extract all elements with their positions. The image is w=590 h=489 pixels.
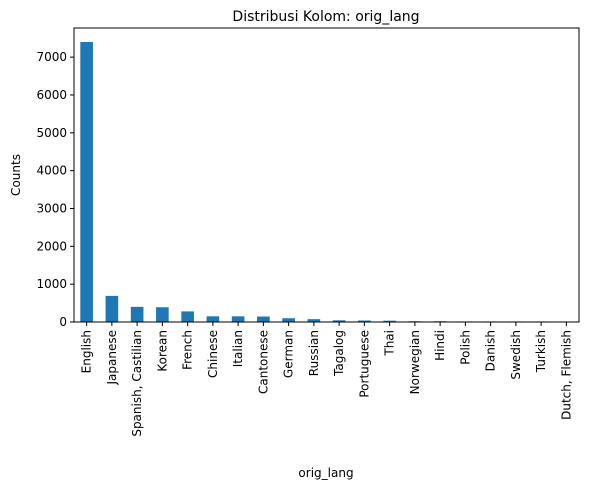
bars (80, 42, 572, 322)
x-tick-label: Norwegian (408, 330, 422, 394)
bar-german (282, 318, 295, 322)
y-tick-label: 1000 (36, 277, 67, 291)
y-tick-label: 7000 (36, 50, 67, 64)
x-tick-label: Thai (383, 330, 397, 357)
plot-frame (74, 28, 579, 322)
bar-japanese (106, 296, 119, 322)
x-tick-label: Turkish (534, 330, 548, 373)
x-tick-label: Polish (458, 330, 472, 365)
bar-korean (156, 307, 169, 322)
x-axis-label: orig_lang (298, 466, 353, 480)
bar-spanish-castilian (131, 307, 144, 322)
y-axis-label: Counts (9, 154, 23, 196)
y-axis-ticks: 0 1000 2000 3000 4000 5000 6000 7000 (36, 50, 74, 329)
y-tick-label: 4000 (36, 164, 67, 178)
x-tick-label: Chinese (206, 330, 220, 378)
y-tick-label: 2000 (36, 239, 67, 253)
x-tick-label: Portuguese (357, 330, 371, 398)
x-tick-label: Russian (307, 330, 321, 376)
x-tick-label: Danish (484, 330, 498, 371)
chart-title: Distribusi Kolom: orig_lang (232, 9, 419, 25)
bar-french (181, 311, 194, 322)
x-tick-label: Dutch, Flemish (559, 330, 573, 420)
x-tick-label: Italian (231, 330, 245, 367)
x-tick-label: German (282, 330, 296, 378)
bar-english (80, 42, 93, 322)
x-tick-label: Cantonese (256, 330, 270, 394)
y-tick-label: 0 (59, 315, 67, 329)
x-tick-label: Spanish, Castilian (130, 330, 144, 437)
bar-chinese (207, 316, 220, 322)
x-tick-label: Japanese (105, 330, 119, 386)
x-tick-label: Tagalog (332, 330, 346, 377)
y-tick-label: 3000 (36, 201, 67, 215)
x-tick-label: French (181, 330, 195, 370)
y-tick-label: 6000 (36, 88, 67, 102)
y-tick-label: 5000 (36, 126, 67, 140)
x-tick-label: English (80, 330, 94, 373)
bar-cantonese (257, 317, 270, 322)
x-axis-ticks: English Japanese Spanish, Castilian Korean F… (80, 322, 574, 437)
x-tick-label: Hindi (433, 330, 447, 361)
x-tick-label: Korean (155, 330, 169, 372)
bar-italian (232, 316, 245, 322)
x-tick-label: Swedish (509, 330, 523, 380)
